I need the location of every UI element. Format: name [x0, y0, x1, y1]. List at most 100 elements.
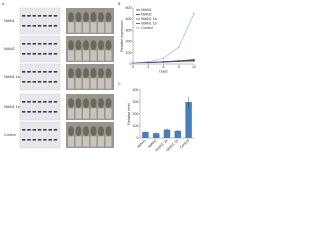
y-axis-label: Relative expression	[120, 20, 124, 51]
y-tick-label: 300	[133, 100, 139, 104]
gel-band	[48, 15, 52, 17]
legend-label: NtAN1	[141, 8, 152, 12]
gel-band	[43, 139, 47, 141]
gel-band	[32, 53, 36, 55]
gel-band	[32, 71, 36, 73]
gel-band	[22, 25, 26, 27]
gel-band	[37, 111, 42, 113]
point	[178, 46, 180, 48]
gel-band	[48, 25, 52, 27]
gel-band	[22, 43, 26, 45]
plant-pot	[75, 50, 82, 61]
panel-label: C	[118, 82, 121, 86]
bar	[163, 129, 171, 138]
plant-pot	[105, 78, 112, 89]
gel-band	[27, 101, 31, 103]
plant-leaf	[90, 98, 97, 109]
plant-pot	[83, 22, 89, 33]
plant-pot	[68, 22, 74, 33]
plant-pot	[75, 78, 82, 89]
row-label: Control	[4, 133, 16, 137]
gel-band	[43, 81, 47, 83]
gel-band	[22, 111, 26, 113]
plant-leaf	[83, 40, 89, 51]
legend-label: Control	[141, 26, 153, 30]
plant-pot	[90, 22, 97, 33]
point	[162, 57, 165, 60]
x-tick-label: 0	[132, 65, 134, 69]
plant-leaf	[75, 12, 82, 23]
gel-band	[53, 111, 58, 113]
legend-label: NtAN1 1b	[141, 21, 157, 25]
x-tick-label: 9	[178, 65, 180, 69]
plant-pot	[75, 22, 82, 33]
gel-band	[37, 53, 42, 55]
gel-band	[22, 101, 26, 103]
y-tick-label: 100	[126, 51, 132, 55]
gel-band	[32, 43, 36, 45]
point	[178, 60, 180, 63]
x-axis-label: Days	[159, 69, 167, 73]
gel-band	[53, 139, 58, 141]
y-axis-label: Relative level	[127, 103, 131, 125]
gel-band	[43, 71, 47, 73]
bar	[185, 102, 192, 138]
y-tick-label: 300	[126, 28, 132, 32]
plant-pot	[75, 108, 82, 119]
plant-leaf	[68, 98, 74, 109]
point	[193, 60, 195, 62]
gel-band	[48, 101, 52, 103]
gel-band	[27, 111, 31, 113]
gel-band	[37, 43, 42, 45]
plant-pot	[83, 50, 89, 61]
plant-leaf	[83, 126, 89, 137]
gel-band	[32, 129, 36, 131]
plant-pot	[90, 136, 97, 147]
plant-leaf	[75, 98, 82, 109]
plant-pot	[98, 108, 104, 119]
gel-band	[43, 53, 47, 55]
plant-leaf	[105, 68, 112, 79]
gel-band	[43, 25, 47, 27]
gel-band	[27, 81, 31, 83]
legend-label: NtAN1 1a	[141, 17, 157, 21]
x-tick-label: 6	[163, 65, 165, 69]
plant-pot	[68, 108, 74, 119]
gel-band	[32, 15, 36, 17]
y-tick-label: 400	[126, 17, 132, 21]
gel-band	[53, 15, 58, 17]
x-tick-label: Control	[179, 138, 190, 149]
panel-label: B	[118, 2, 121, 6]
plant-pot	[83, 108, 89, 119]
gel-band	[48, 81, 52, 83]
panel-label: A	[2, 2, 5, 6]
bar	[142, 132, 149, 138]
x-tick-label: 3	[147, 65, 149, 69]
x-tick-label: NtAN2	[147, 139, 157, 149]
gel	[19, 35, 61, 63]
gel-band	[27, 139, 31, 141]
gel-band	[48, 53, 52, 55]
gel-band	[27, 43, 31, 45]
plant-pot	[68, 136, 74, 147]
plant-leaf	[68, 40, 74, 51]
gel	[19, 93, 61, 121]
plant-pot	[68, 50, 74, 61]
gel-band	[22, 71, 26, 73]
plant-pot	[98, 50, 104, 61]
gel-band	[53, 25, 58, 27]
gel-band	[32, 25, 36, 27]
plant-leaf	[98, 68, 104, 79]
plant-pot	[68, 78, 74, 89]
plant-leaf	[98, 126, 104, 137]
plant-leaf	[90, 12, 97, 23]
plant-leaf	[68, 68, 74, 79]
plant-leaf	[90, 126, 97, 137]
plant-leaf	[98, 40, 104, 51]
gel-band	[27, 71, 31, 73]
plant-pot	[83, 136, 89, 147]
x-tick-label: NtAN1	[136, 139, 146, 149]
plant-leaf	[105, 126, 112, 137]
row-label: NtAN2	[4, 47, 15, 51]
